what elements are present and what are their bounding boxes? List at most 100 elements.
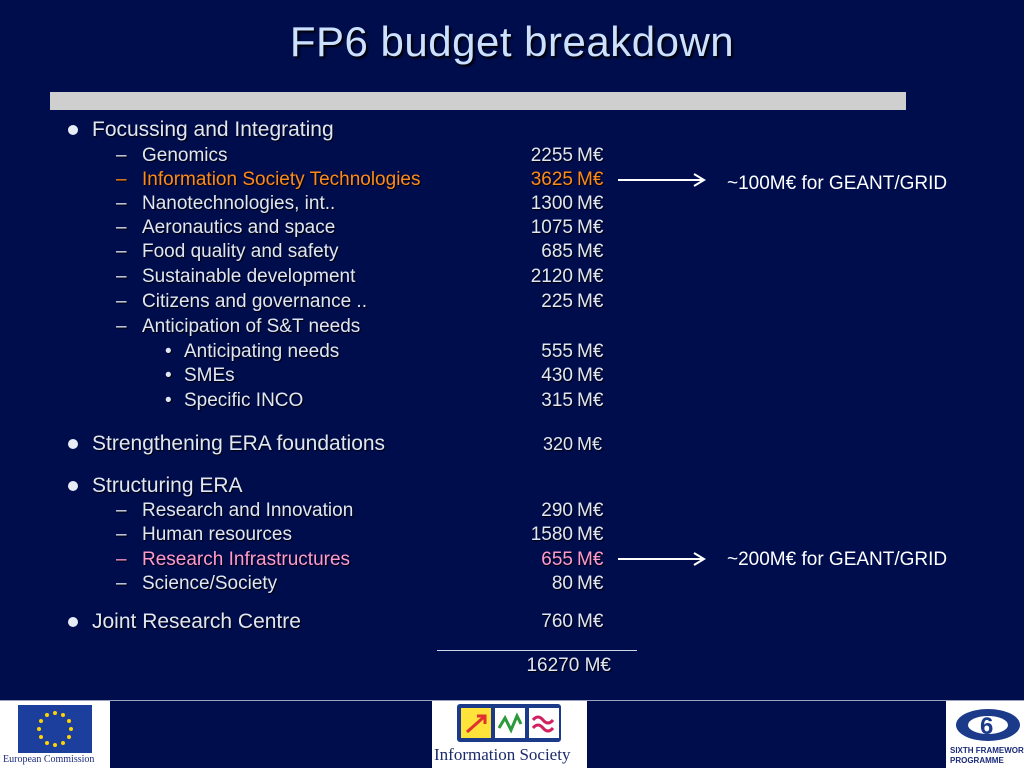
- svg-text:6: 6: [980, 713, 993, 740]
- item-label: Anticipation of S&T needs: [142, 316, 361, 337]
- dash-icon: –: [116, 266, 127, 287]
- dash-icon: –: [116, 524, 127, 545]
- budget-row-citizens: – Citizens and governance .. 225 M€: [116, 290, 611, 314]
- eu-flag-icon: [18, 705, 92, 753]
- item-value: 290: [541, 500, 573, 521]
- item-unit: M€: [577, 573, 604, 594]
- item-value: 655: [541, 549, 573, 570]
- item-unit: M€: [577, 341, 604, 362]
- item-label: Information Society Technologies: [142, 169, 421, 190]
- ec-logo-text: European Commission: [3, 754, 95, 765]
- dash-icon: –: [116, 241, 127, 262]
- item-unit: M€: [577, 217, 604, 238]
- section-unit: M€: [577, 611, 604, 632]
- information-society-logo: Information Society: [432, 701, 587, 768]
- item-label: Specific INCO: [184, 390, 304, 411]
- small-bullet-icon: •: [165, 365, 172, 386]
- item-value: 430: [541, 365, 573, 386]
- fp6-logo: 6 SIXTH FRAMEWORK PROGRAMME: [946, 701, 1024, 768]
- bullet-dot-icon: [68, 617, 78, 627]
- item-unit: M€: [577, 169, 604, 190]
- budget-row-science-society: – Science/Society 80 M€: [116, 572, 611, 596]
- item-value: 2120: [530, 266, 573, 287]
- budget-row-sustainable: – Sustainable development 2120 M€: [116, 265, 611, 289]
- small-bullet-icon: •: [165, 390, 172, 411]
- bullet-dot-icon: [68, 439, 78, 449]
- bullet-dot-icon: [68, 125, 78, 135]
- item-value: 315: [541, 390, 573, 411]
- item-value: 1580: [530, 524, 573, 545]
- section-unit: M€: [577, 434, 603, 454]
- section-label: Strengthening ERA foundations: [92, 432, 386, 455]
- item-value: 555: [541, 341, 573, 362]
- footer-divider: [0, 700, 1024, 701]
- item-unit: M€: [577, 500, 604, 521]
- item-value: 80: [551, 573, 573, 594]
- note-infra-geant: ~200M€ for GEANT/GRID: [727, 549, 948, 570]
- arrow-right-icon: [618, 173, 706, 187]
- item-value: 1300: [530, 193, 573, 214]
- budget-subrow-smes: • SMEs 430 M€: [165, 364, 611, 388]
- is-logo-marks-icon: [466, 712, 555, 734]
- item-value: 1075: [530, 217, 573, 238]
- fp6-swoosh-icon: 6: [956, 709, 1020, 741]
- slide-title: FP6 budget breakdown: [289, 18, 735, 65]
- budget-row-genomics: – Genomics 2255 M€: [116, 144, 611, 168]
- budget-subrow-anticipating-needs: • Anticipating needs 555 M€: [165, 340, 611, 364]
- item-label: Citizens and governance ..: [142, 291, 367, 312]
- budget-subrow-inco: • Specific INCO 315 M€: [165, 389, 611, 413]
- dash-icon: –: [116, 145, 127, 166]
- note-ist-geant: ~100M€ for GEANT/GRID: [727, 173, 948, 194]
- budget-row-human-resources: – Human resources 1580 M€: [116, 523, 611, 547]
- fp6-logo-text-line1: SIXTH FRAMEWORK: [950, 746, 1024, 755]
- item-label: Human resources: [142, 524, 292, 545]
- item-unit: M€: [577, 549, 604, 570]
- item-value: 3625: [530, 169, 573, 190]
- budget-row-research-infrastructures: – Research Infrastructures 655 M€: [116, 548, 611, 572]
- title-divider: [50, 92, 906, 110]
- is-logo-text: Information Society: [434, 745, 571, 764]
- dash-icon: –: [116, 549, 127, 570]
- arrow-right-icon: [618, 552, 706, 566]
- small-bullet-icon: •: [165, 341, 172, 362]
- section-label: Structuring ERA: [92, 474, 243, 497]
- section-jrc: Joint Research Centre 760 M€: [68, 610, 611, 634]
- item-unit: M€: [577, 193, 604, 214]
- dash-icon: –: [116, 193, 127, 214]
- item-unit: M€: [577, 291, 604, 312]
- item-label: Genomics: [142, 145, 228, 166]
- dash-icon: –: [116, 573, 127, 594]
- item-label: Research Infrastructures: [142, 549, 351, 570]
- item-unit: M€: [577, 390, 604, 411]
- grand-total: 16270 M€: [526, 655, 611, 676]
- total-underline: [437, 650, 637, 651]
- dash-icon: –: [116, 169, 127, 190]
- bullet-dot-icon: [68, 481, 78, 491]
- item-unit: M€: [577, 266, 604, 287]
- dash-icon: –: [116, 500, 127, 521]
- item-unit: M€: [577, 241, 604, 262]
- item-label: Aeronautics and space: [142, 217, 336, 238]
- dash-icon: –: [116, 316, 127, 337]
- budget-row-anticipation: – Anticipation of S&T needs: [116, 315, 611, 339]
- item-value: 2255: [530, 145, 573, 166]
- budget-row-research-innovation: – Research and Innovation 290 M€: [116, 499, 611, 523]
- budget-row-aero: – Aeronautics and space 1075 M€: [116, 216, 611, 240]
- item-value: 225: [541, 291, 573, 312]
- budget-row-food: – Food quality and safety 685 M€: [116, 240, 611, 264]
- fp6-logo-text-line2: PROGRAMME: [950, 756, 1004, 765]
- item-unit: M€: [577, 365, 604, 386]
- section-label: Joint Research Centre: [92, 610, 301, 633]
- budget-row-nano: – Nanotechnologies, int.. 1300 M€: [116, 192, 611, 216]
- item-unit: M€: [577, 524, 604, 545]
- dash-icon: –: [116, 291, 127, 312]
- dash-icon: –: [116, 217, 127, 238]
- item-label: Sustainable development: [142, 266, 356, 287]
- item-label: Food quality and safety: [142, 241, 339, 262]
- item-label: Science/Society: [142, 573, 278, 594]
- item-label: Research and Innovation: [142, 500, 354, 521]
- item-label: Nanotechnologies, int..: [142, 193, 336, 214]
- item-value: 685: [541, 241, 573, 262]
- european-commission-logo: European Commission: [0, 701, 110, 768]
- section-value: 320: [542, 434, 573, 454]
